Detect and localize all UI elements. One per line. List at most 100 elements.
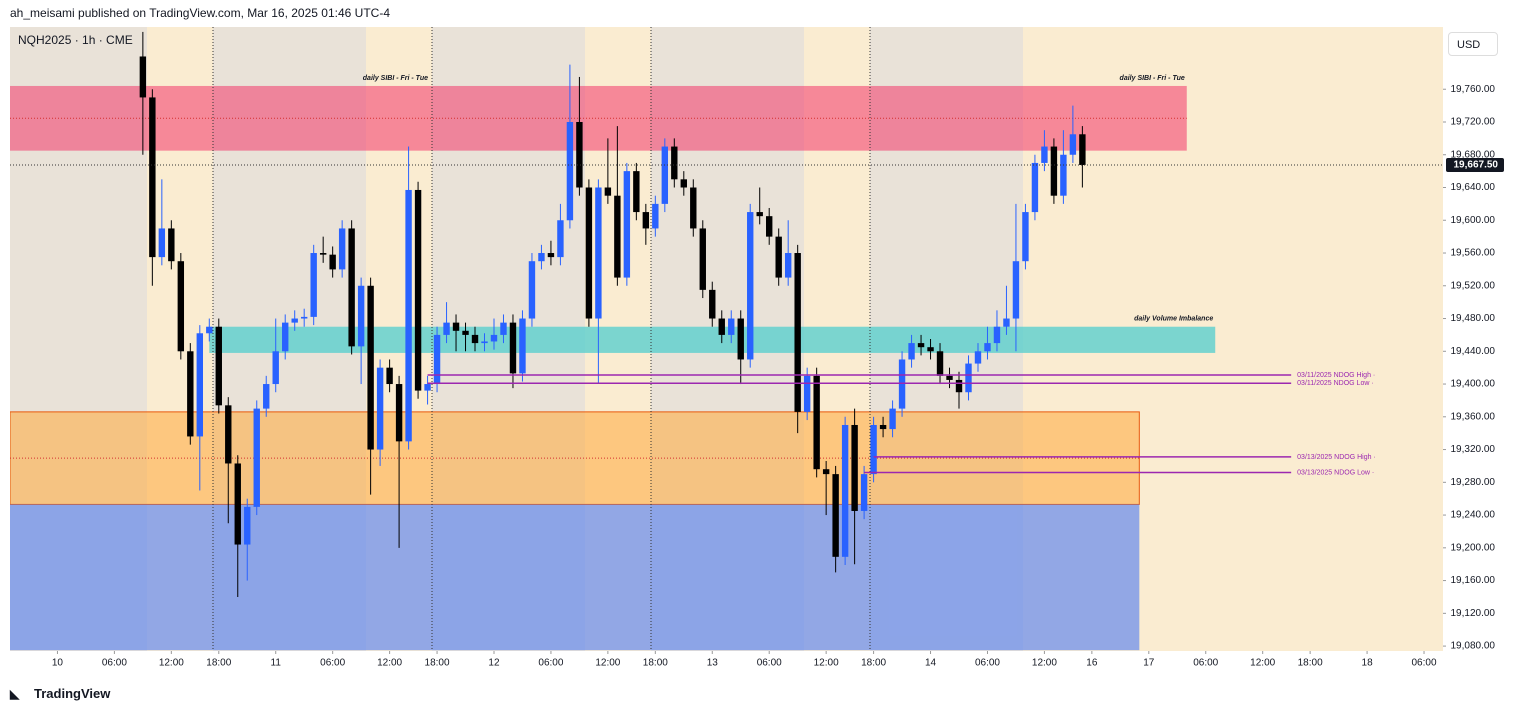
candle-body [879, 424, 887, 430]
candle-body [671, 146, 678, 180]
candle-body [775, 236, 782, 278]
candle-body [310, 253, 317, 317]
y-tick-label: 19,680.00 [1451, 149, 1496, 160]
ndog-label: 03/13/2025 NDOG Low · [1297, 469, 1374, 476]
candle-body [386, 367, 393, 385]
candle-body [984, 343, 991, 352]
candle-body [576, 121, 583, 188]
candle-body [709, 289, 716, 319]
candle-body [832, 474, 839, 557]
candle-body [1079, 134, 1086, 165]
price-axis [1443, 27, 1505, 651]
x-tick-label: 18:00 [425, 658, 450, 669]
candle-body [139, 56, 147, 98]
y-tick-label: 19,480.00 [1451, 313, 1496, 324]
x-tick-label: 18:00 [861, 658, 886, 669]
candle-body [234, 463, 241, 545]
candle-body [993, 326, 1001, 344]
candle-body [737, 318, 744, 360]
candle-body [158, 228, 166, 258]
candle-body [813, 375, 820, 470]
candle-body [898, 359, 906, 409]
candle-body [187, 351, 194, 437]
candle-body [1060, 154, 1067, 196]
x-tick-label: 18:00 [206, 658, 231, 669]
candle-body [528, 261, 536, 319]
x-tick-label: 12:00 [377, 658, 402, 669]
candle-body [376, 367, 384, 450]
candle-body [490, 334, 498, 342]
candle-body [206, 326, 213, 334]
candle-body [841, 424, 849, 557]
x-tick-label: 06:00 [975, 658, 1000, 669]
y-tick-label: 19,520.00 [1451, 280, 1496, 291]
candle-body [215, 326, 222, 406]
logo-mark: ◣ [10, 687, 20, 701]
ndog-label: 03/11/2025 NDOG High · [1297, 372, 1375, 379]
candle-body [756, 212, 763, 217]
zone [10, 504, 1140, 651]
candle-body [263, 384, 270, 409]
y-tick-label: 19,720.00 [1451, 117, 1496, 128]
candle-body [917, 343, 925, 348]
candle-body [794, 253, 801, 412]
candle-body [557, 220, 564, 258]
candle-body [766, 216, 773, 237]
ndog-label: 03/13/2025 NDOG High · [1297, 454, 1376, 461]
candle-body [481, 341, 488, 344]
x-tick-label: 11 [271, 658, 282, 669]
ndog-label: 03/11/2025 NDOG Low · [1297, 380, 1374, 387]
x-tick-label: 06:00 [320, 658, 345, 669]
candle-body [680, 179, 687, 188]
candle-body [851, 424, 858, 511]
candle-body [149, 97, 156, 258]
candle-body [509, 322, 517, 374]
x-tick-label: 12:00 [1032, 658, 1057, 669]
candle-body [936, 351, 944, 376]
brand: TradingView [34, 686, 111, 701]
x-tick-label: 10 [52, 658, 64, 669]
y-tick-label: 19,360.00 [1451, 411, 1496, 422]
x-tick-label: 06:00 [757, 658, 782, 669]
zone-label: daily Volume Imbalance [1134, 316, 1213, 323]
y-tick-label: 19,640.00 [1451, 182, 1496, 193]
y-tick-label: 19,760.00 [1451, 84, 1496, 95]
candle-body [452, 322, 460, 331]
candle-body [652, 203, 659, 229]
candle-body [784, 253, 792, 278]
candle-body [965, 363, 972, 393]
candle-body [500, 322, 507, 335]
candle-body [338, 228, 346, 270]
zone [209, 326, 1216, 353]
candle-body [225, 405, 232, 464]
x-tick-label: 06:00 [102, 658, 127, 669]
time-axis [10, 651, 1505, 676]
candle-body [870, 424, 877, 475]
candle-body [348, 228, 355, 347]
y-tick-label: 19,120.00 [1451, 608, 1496, 619]
candle-body [955, 379, 963, 393]
candle-body [471, 334, 479, 344]
candle-body [860, 474, 868, 511]
candle-body [177, 261, 185, 352]
candle-body [690, 187, 697, 229]
candle-body [433, 334, 441, 385]
y-tick-label: 19,280.00 [1451, 477, 1496, 488]
candle-body [908, 343, 915, 360]
candle-body [585, 187, 593, 319]
candle-body [728, 318, 735, 335]
candle-body [357, 285, 365, 347]
candle-body [803, 375, 811, 412]
last-price-badge [1446, 157, 1504, 172]
candle-body [633, 171, 640, 213]
candle-body [1031, 162, 1039, 213]
x-tick-label: 06:00 [1193, 658, 1218, 669]
currency-button[interactable]: USD [1448, 32, 1498, 56]
symbol-title: NQH2025 · 1h · CME [18, 33, 133, 47]
candle-body [1041, 146, 1048, 163]
y-tick-label: 19,240.00 [1451, 510, 1496, 521]
x-tick-label: 12:00 [595, 658, 620, 669]
candle-body [1003, 318, 1010, 327]
candle-body [946, 375, 953, 380]
y-tick-label: 19,560.00 [1451, 248, 1496, 259]
